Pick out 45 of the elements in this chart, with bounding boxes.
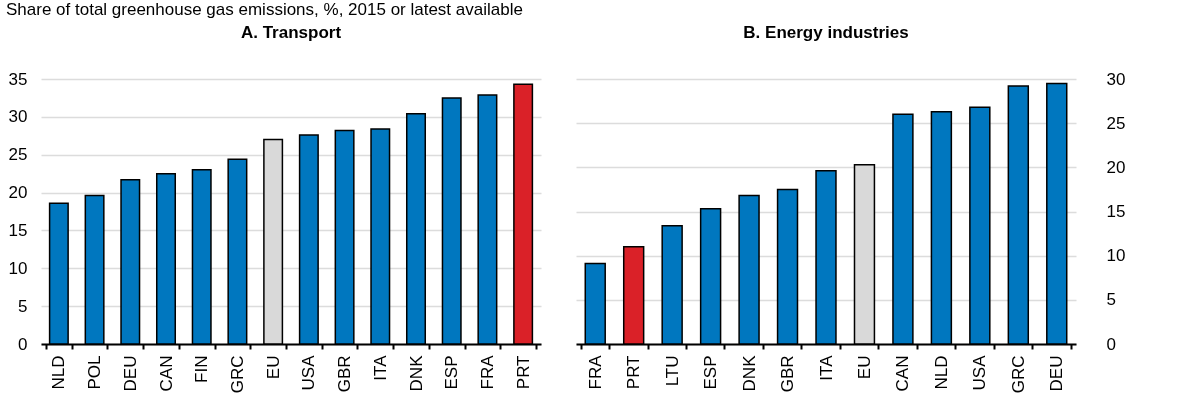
x-tick-label: FRA <box>585 354 605 390</box>
x-tick-label: DNK <box>739 354 759 392</box>
chart-title: A. Transport <box>240 23 342 42</box>
x-tick-label: PRT <box>624 355 644 390</box>
x-tick-label: USA <box>299 354 319 391</box>
x-tick-label: LTU <box>662 355 682 387</box>
x-tick-label: EU <box>854 355 874 380</box>
y2-tick-label: 5 <box>1106 290 1116 310</box>
x-tick-label: CAN <box>893 355 913 392</box>
x-tick-label: FRA <box>477 354 497 390</box>
x-tick-label: POL <box>85 355 105 390</box>
x-tick-label: PRT <box>513 355 533 390</box>
y2-tick-label: 20 <box>1106 157 1126 177</box>
x-tick-label: NLD <box>931 355 951 390</box>
x-tick-label: CAN <box>156 355 176 392</box>
y-tick-label: 35 <box>8 69 28 89</box>
x-tick-label: DEU <box>120 355 140 392</box>
y2-tick-label: 30 <box>1106 69 1126 89</box>
y-tick-label: 30 <box>8 107 28 127</box>
x-tick-label: USA <box>970 354 990 391</box>
x-tick-label: GBR <box>335 355 355 393</box>
x-tick-label: ITA <box>816 354 836 381</box>
x-tick-label: ESP <box>442 355 462 390</box>
y-tick-label: 15 <box>8 220 28 240</box>
x-tick-label: GBR <box>778 355 798 393</box>
y-tick-label: 5 <box>18 296 28 316</box>
y2-tick-label: 15 <box>1106 202 1126 221</box>
y2-tick-label: 0 <box>1106 334 1116 354</box>
x-tick-label: ESP <box>701 355 721 390</box>
y-tick-label: 10 <box>8 258 28 278</box>
x-tick-label: FIN <box>192 355 212 383</box>
chart-subtitle: Share of total greenhouse gas emissions, %, 2015 or latest available <box>5 0 524 20</box>
y-tick-label: 0 <box>18 334 28 354</box>
x-tick-label: DEU <box>1047 355 1067 392</box>
y-tick-label: 20 <box>8 183 28 203</box>
chart-title: B. Energy industries <box>743 23 909 42</box>
y2-tick-label: 10 <box>1106 246 1126 266</box>
x-tick-label: GRC <box>1008 355 1028 394</box>
y-tick-label: 25 <box>8 145 28 165</box>
x-tick-label: ITA <box>370 354 390 381</box>
y2-tick-label: 25 <box>1106 113 1126 133</box>
x-tick-label: DNK <box>406 354 426 392</box>
x-tick-label: EU <box>263 355 283 380</box>
x-tick-label: NLD <box>49 355 69 390</box>
x-tick-label: GRC <box>227 355 247 394</box>
